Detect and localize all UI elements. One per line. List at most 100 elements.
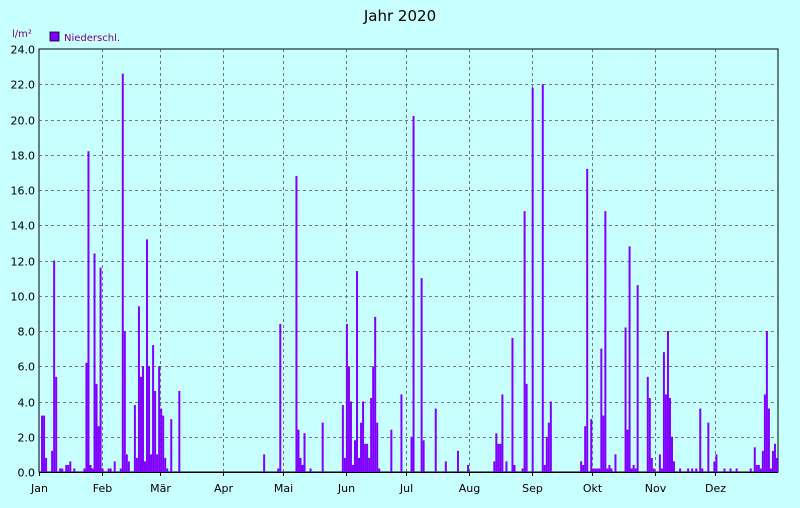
precipitation-bar (673, 461, 676, 472)
y-tick-label: 0.0 (18, 467, 36, 480)
precipitation-bar (592, 468, 595, 472)
x-tick-label: Apr (214, 482, 234, 495)
precipitation-bar (135, 457, 138, 472)
precipitation-bar (297, 429, 300, 472)
precipitation-bar (648, 397, 651, 472)
x-tick-label: Sep (522, 482, 543, 495)
precipitation-bar (158, 366, 161, 472)
precipitation-bar (634, 468, 637, 472)
precipitation-bar (148, 366, 151, 472)
precipitation-bar (628, 246, 631, 472)
precipitation-bar (89, 464, 92, 472)
precipitation-bar (660, 468, 663, 472)
precipitation-bar (596, 468, 599, 472)
precipitation-bar (580, 461, 583, 472)
precipitation-bar (358, 457, 361, 472)
y-tick-label: 4.0 (18, 397, 36, 410)
precipitation-bar (91, 468, 94, 472)
precipitation-bar (121, 73, 124, 473)
precipitation-bar (353, 440, 356, 472)
precipitation-bar (73, 468, 76, 472)
precipitation-bar (400, 394, 403, 472)
precipitation-bar (374, 316, 377, 472)
precipitation-bar (769, 468, 772, 472)
precipitation-bar (55, 376, 58, 472)
legend-label: Niederschl. (64, 33, 120, 44)
precipitation-bar (279, 323, 282, 472)
y-tick-label: 22.0 (11, 79, 36, 92)
precipitation-bar (65, 464, 68, 472)
precipitation-bar (523, 211, 526, 472)
precipitation-bar (97, 426, 100, 472)
precipitation-bar (378, 468, 381, 472)
precipitation-bar (735, 468, 738, 472)
precipitation-bar (749, 468, 752, 472)
precipitation-bar (45, 457, 48, 472)
precipitation-bar (701, 468, 704, 472)
precipitation-bar (646, 376, 649, 472)
precipitation-bar (152, 345, 155, 472)
precipitation-bar (531, 87, 534, 473)
precipitation-bar (761, 450, 764, 472)
precipitation-bar (422, 440, 425, 472)
precipitation-bar (53, 260, 56, 472)
x-tick-label: Nov (645, 482, 667, 495)
precipitation-bar (360, 422, 363, 472)
y-axis-label: l/m² (12, 29, 32, 40)
precipitation-bar (614, 454, 617, 473)
precipitation-bar (513, 464, 516, 472)
precipitation-bar (51, 450, 54, 472)
precipitation-bar (662, 352, 665, 472)
precipitation-bar (178, 390, 181, 472)
precipitation-bar (771, 450, 774, 472)
precipitation-bar (499, 443, 502, 472)
precipitation-bar (420, 278, 423, 473)
precipitation-bar (113, 461, 116, 472)
precipitation-bar (434, 408, 437, 472)
precipitation-bar (602, 415, 605, 472)
precipitation-bar (166, 468, 169, 472)
precipitation-bar (347, 366, 350, 472)
precipitation-bar (87, 151, 90, 473)
y-tick-label: 20.0 (11, 115, 36, 128)
precipitation-bar (109, 468, 112, 472)
precipitation-bar (156, 454, 159, 473)
precipitation-bar (658, 454, 661, 473)
precipitation-bar (364, 443, 367, 472)
precipitation-bar (366, 443, 369, 472)
precipitation-bar (632, 464, 635, 472)
y-tick-label: 6.0 (18, 361, 36, 374)
precipitation-bar (604, 211, 607, 472)
precipitation-bar (370, 397, 373, 472)
precipitation-bar (372, 366, 375, 472)
precipitation-bar (707, 422, 710, 472)
x-tick-label: Jul (399, 482, 413, 495)
precipitation-bar (127, 461, 130, 472)
precipitation-bar (493, 461, 496, 472)
precipitation-bar (624, 327, 627, 472)
y-tick-label: 24.0 (11, 44, 36, 57)
precipitation-bar (594, 468, 597, 472)
precipitation-bar (263, 454, 266, 473)
precipitation-bar (497, 443, 500, 472)
x-tick-label: Feb (93, 482, 112, 495)
precipitation-bar (636, 285, 639, 472)
precipitation-bar (356, 271, 359, 472)
x-tick-label: Jan (30, 482, 48, 495)
precipitation-bar (368, 457, 371, 472)
precipitation-bar (301, 464, 304, 472)
precipitation-bar (390, 429, 393, 472)
precipitation-bar (598, 468, 601, 472)
precipitation-bar (687, 468, 690, 472)
precipitation-bar (715, 454, 718, 473)
precipitation-bar (541, 84, 544, 472)
precipitation-bar (99, 267, 102, 472)
precipitation-bar (101, 468, 104, 472)
precipitation-bar (755, 464, 758, 472)
precipitation-bar (309, 468, 312, 472)
y-tick-label: 8.0 (18, 326, 36, 339)
precipitation-bar (671, 436, 673, 472)
precipitation-bar (759, 468, 762, 472)
precipitation-bar (668, 397, 671, 472)
x-tick-label: Jun (337, 482, 355, 495)
